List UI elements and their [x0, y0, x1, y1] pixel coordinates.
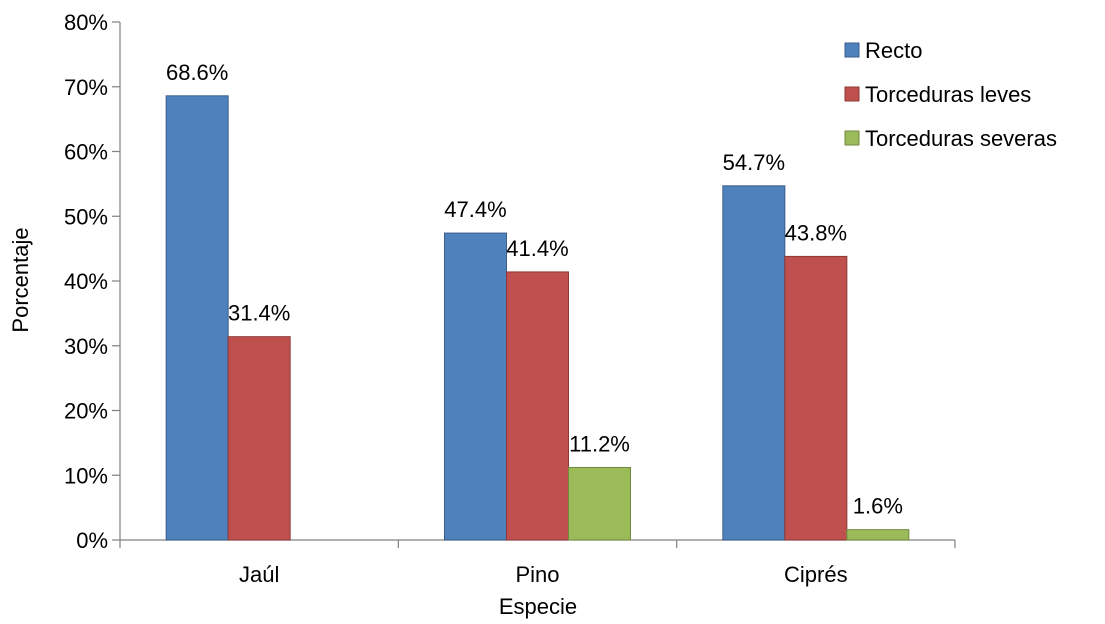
data-label: 11.2%	[569, 431, 630, 456]
legend-label: Recto	[865, 38, 922, 63]
y-axis-title: Porcentaje	[8, 227, 33, 332]
x-tick-label: Ciprés	[784, 562, 848, 587]
legend-label: Torceduras severas	[865, 126, 1057, 151]
y-tick-label: 80%	[64, 10, 108, 35]
y-tick-label: 50%	[64, 204, 108, 229]
data-label: 54.7%	[723, 150, 785, 175]
data-label: 1.6%	[853, 494, 903, 519]
y-axis: 0% 10% 20% 30% 40% 50% 60% 70% 80%	[64, 10, 121, 553]
bar	[568, 466, 631, 541]
data-label: 68.6%	[166, 60, 228, 85]
bar	[506, 271, 569, 541]
legend-swatch	[844, 42, 860, 58]
x-axis: Jaúl Pino Ciprés	[119, 539, 956, 587]
legend-swatch	[844, 86, 860, 102]
data-label: 43.8%	[785, 220, 847, 245]
bar	[722, 185, 786, 541]
y-tick-label: 70%	[64, 75, 108, 100]
y-tick-label: 60%	[64, 140, 108, 165]
data-labels: 68.6% 31.4% 47.4%41.4% 11.2% 54.7% 43.8% 1.6%	[166, 60, 903, 519]
bar	[227, 336, 291, 541]
y-tick-label: 30%	[64, 334, 108, 359]
data-label: 31.4%	[228, 301, 290, 326]
data-label: 41.4%	[506, 236, 568, 261]
y-tick-label: 10%	[64, 463, 108, 488]
y-tick-label: 0%	[76, 528, 108, 553]
data-label: 47.4%	[444, 197, 506, 222]
bar	[846, 529, 910, 541]
legend-swatch	[844, 130, 860, 146]
x-axis-title: Especie	[499, 594, 577, 619]
bar	[444, 232, 507, 541]
bar	[784, 255, 848, 541]
legend: Recto Torceduras leves Torceduras severas	[844, 38, 1057, 151]
x-tick-label: Jaúl	[239, 562, 279, 587]
y-tick-label: 40%	[64, 269, 108, 294]
y-tick-label: 20%	[64, 399, 108, 424]
x-tick-label: Pino	[515, 562, 559, 587]
legend-label: Torceduras leves	[865, 82, 1031, 107]
bar	[165, 95, 229, 541]
bars	[165, 95, 910, 541]
